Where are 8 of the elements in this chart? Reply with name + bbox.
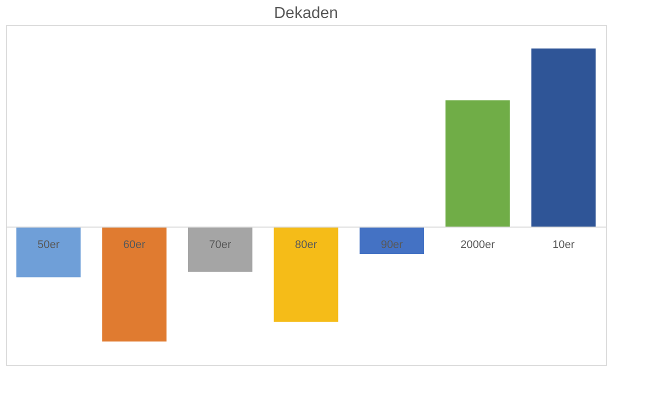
x-tick-label: 90er [380,239,404,252]
x-tick-label: 80er [294,239,318,252]
x-tick-label: 2000er [460,239,496,252]
chart-title: Dekaden [274,5,338,22]
x-tick-label: 50er [37,239,60,252]
x-tick-label: 10er [552,239,575,252]
x-tick-label: 60er [123,239,146,252]
x-tick-label: 70er [209,239,232,252]
